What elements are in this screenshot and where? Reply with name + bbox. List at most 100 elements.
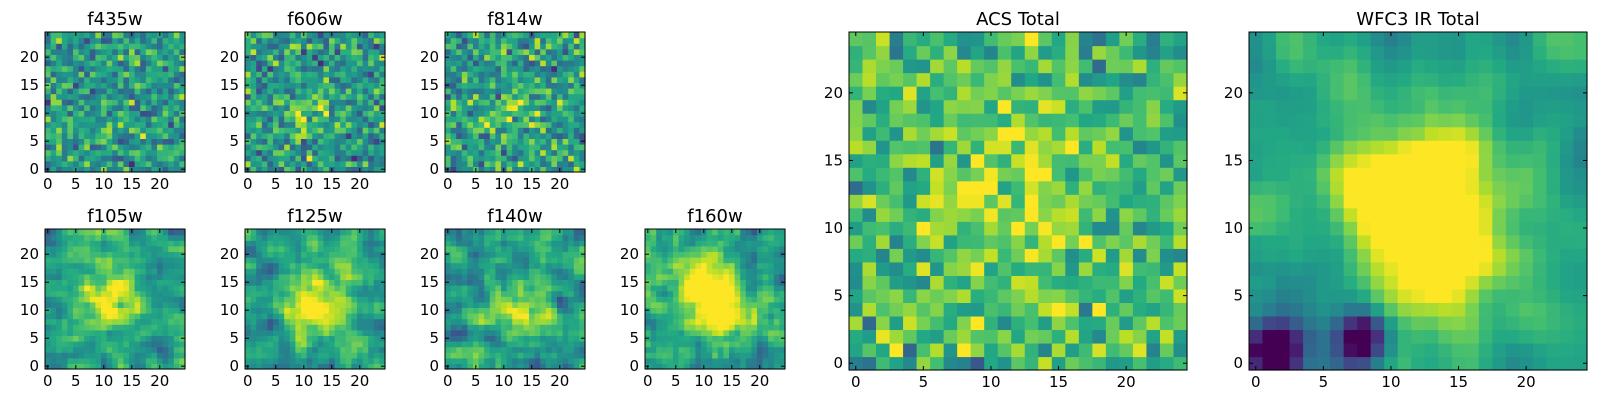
pixel-cell: [461, 313, 468, 320]
pixel-cell: [545, 363, 552, 370]
pixel-cell: [256, 149, 263, 156]
pixel-cell: [1173, 329, 1188, 344]
pixel-cell: [123, 99, 130, 106]
pixel-cell: [261, 262, 268, 269]
pixel-cell: [45, 341, 52, 348]
pixel-cell: [362, 88, 369, 95]
pixel-cell: [317, 155, 324, 162]
pixel-cell: [773, 363, 780, 370]
pixel-cell: [379, 71, 386, 78]
pixel-cell: [56, 335, 63, 342]
pixel-cell: [278, 240, 285, 247]
pixel-cell: [101, 76, 108, 83]
pixel-cell: [267, 363, 274, 370]
pixel-cell: [362, 329, 369, 336]
pixel-cell: [916, 153, 931, 168]
pixel-cell: [261, 116, 268, 123]
pixel-cell: [495, 307, 502, 314]
pixel-cell: [1011, 315, 1026, 331]
pixel-cell: [467, 335, 474, 342]
pixel-cell: [323, 240, 330, 247]
pixel-cell: [729, 234, 736, 241]
pixel-cell: [256, 99, 263, 106]
pixel-cell: [168, 357, 175, 364]
pixel-cell: [89, 32, 96, 39]
pixel-cell: [334, 357, 341, 364]
pixel-cell: [467, 76, 474, 83]
pixel-cell: [573, 324, 580, 331]
pixel-cell: [334, 32, 341, 39]
pixel-cell: [701, 346, 708, 353]
pixel-cell: [101, 273, 108, 280]
pixel-cell: [573, 313, 580, 320]
pixel-cell: [512, 240, 519, 247]
pixel-cell: [540, 88, 547, 95]
pixel-cell: [579, 116, 586, 123]
pixel-cell: [101, 37, 108, 44]
pixel-cell: [117, 104, 124, 111]
pixel-cell: [712, 301, 719, 308]
pixel-cell: [323, 54, 330, 61]
pixel-cell: [140, 363, 147, 370]
pixel-cell: [134, 324, 141, 331]
pixel-cell: [173, 245, 180, 252]
pixel-cell: [689, 279, 696, 286]
pixel-cell: [689, 363, 696, 370]
pixel-cell: [517, 335, 524, 342]
pixel-cell: [506, 307, 513, 314]
pixel-cell: [512, 88, 519, 95]
x-tick-label: 5: [271, 175, 281, 193]
pixel-cell: [862, 234, 877, 249]
pixel-cell: [1038, 329, 1053, 344]
pixel-cell: [473, 273, 480, 280]
pixel-cell: [557, 290, 564, 297]
pixel-cell: [512, 324, 519, 331]
pixel-cell: [345, 318, 352, 325]
pixel-cell: [345, 307, 352, 314]
pixel-cell: [484, 251, 491, 258]
pixel-cell: [78, 149, 85, 156]
pixel-cell: [1119, 180, 1134, 195]
pixel-cell: [1051, 221, 1066, 236]
pixel-cell: [329, 346, 336, 353]
pixel-cell: [168, 155, 175, 162]
pixel-cell: [329, 116, 336, 123]
pixel-cell: [334, 104, 341, 111]
pixel-cell: [362, 166, 369, 173]
pixel-cell: [568, 149, 575, 156]
pixel-cell: [151, 285, 158, 292]
pixel-cell: [145, 352, 152, 359]
pixel-cell: [473, 245, 480, 252]
pixel-cell: [489, 229, 496, 236]
pixel-cell: [123, 324, 130, 331]
pixel-cell: [267, 160, 274, 167]
pixel-cell: [340, 138, 347, 145]
pixel-cell: [667, 240, 674, 247]
pixel-cell: [89, 82, 96, 89]
pixel-cell: [551, 363, 558, 370]
pixel-cell: [278, 279, 285, 286]
pixel-cell: [168, 318, 175, 325]
pixel-cell: [45, 160, 52, 167]
pixel-cell: [579, 88, 586, 95]
pixel-cell: [95, 357, 102, 364]
pixel-cell: [540, 273, 547, 280]
pixel-cell: [678, 363, 685, 370]
pixel-cell: [545, 234, 552, 241]
pixel-cell: [101, 324, 108, 331]
pixel-cell: [562, 296, 569, 303]
pixel-cell: [173, 93, 180, 100]
pixel-cell: [862, 167, 877, 182]
pixel-cell: [523, 257, 530, 264]
pixel-cell: [261, 71, 268, 78]
pixel-cell: [278, 121, 285, 128]
pixel-cell: [751, 234, 758, 241]
pixel-cell: [1011, 153, 1026, 168]
pixel-cell: [478, 127, 485, 134]
pixel-cell: [545, 285, 552, 292]
y-tick-label: 0: [229, 160, 239, 178]
pixel-cell: [529, 273, 536, 280]
pixel-cell: [762, 229, 769, 236]
pixel-cell: [557, 307, 564, 314]
pixel-cell: [123, 65, 130, 72]
